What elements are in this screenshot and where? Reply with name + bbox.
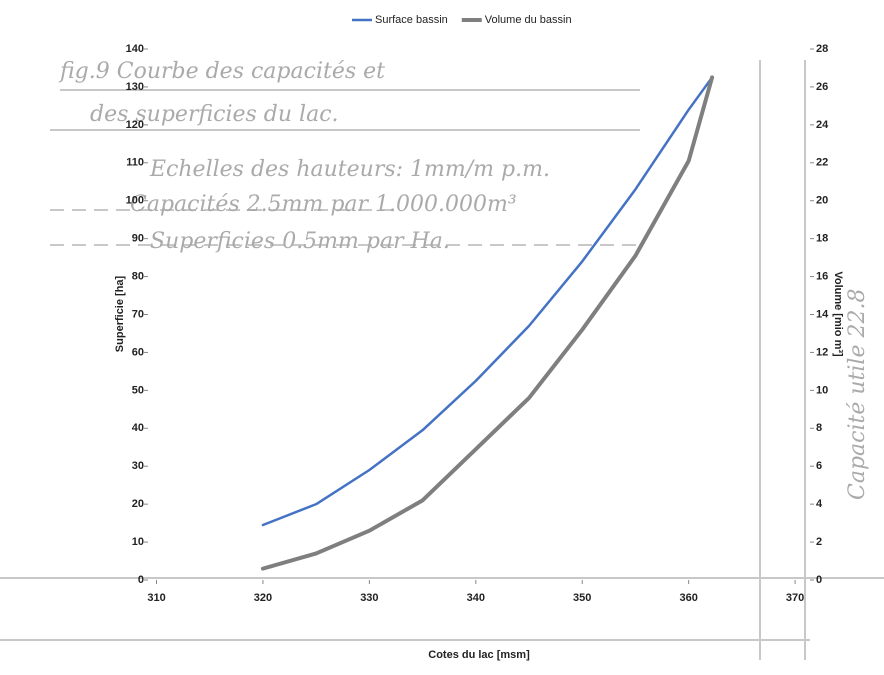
x-tick-label: 340 [467, 592, 485, 604]
y-axis-title: Superficie [ha] [114, 275, 126, 352]
x-tick-label: 330 [360, 592, 378, 604]
y2-tick-label: 24 [816, 119, 829, 131]
legend-label: Volume du bassin [485, 14, 572, 26]
legend-label: Surface bassin [375, 14, 448, 26]
y-tick-label: 140 [126, 43, 144, 55]
y-tick-label: 70 [132, 308, 144, 320]
series-line [261, 76, 714, 527]
y2-tick-label: 18 [816, 233, 828, 245]
y2-tick-label: 14 [816, 308, 829, 320]
annotation: des superficies du lac. [90, 102, 339, 127]
y2-tick-label: 28 [816, 43, 828, 55]
y2-tick-label: 10 [816, 384, 828, 396]
x-tick-label: 350 [573, 592, 591, 604]
annotation: Capacités 2.5mm par 1.000.000m³ [130, 192, 517, 217]
x-axis-title: Cotes du lac [msm] [428, 649, 530, 661]
y-tick-label: 110 [126, 157, 144, 169]
x-tick-label: 360 [679, 592, 697, 604]
x-tick-label: 310 [147, 592, 165, 604]
y-tick-label: 90 [132, 233, 144, 245]
y2-tick-label: 12 [816, 346, 828, 358]
annotation: Superficies 0.5mm par Ha. [150, 229, 450, 254]
y2-tick-label: 4 [816, 498, 823, 510]
x-tick-label: 320 [254, 592, 272, 604]
y-tick-label: 50 [132, 384, 144, 396]
y2-tick-label: 0 [816, 574, 822, 586]
annotation: Capacité utile 22.8 [845, 289, 870, 500]
y-tick-label: 10 [132, 536, 144, 548]
y2-axis-title: Volume [mio m³] [832, 271, 844, 357]
y-tick-label: 20 [132, 498, 144, 510]
y-tick-label: 80 [132, 270, 144, 282]
y-tick-label: 130 [126, 81, 144, 93]
y2-tick-label: 16 [816, 270, 828, 282]
y-tick-label: 120 [126, 119, 144, 131]
y-tick-label: 40 [132, 422, 144, 434]
annotation: fig.9 Courbe des capacités et [58, 59, 385, 84]
y2-tick-label: 20 [816, 195, 828, 207]
y-tick-label: 100 [126, 195, 144, 207]
y2-tick-label: 22 [816, 157, 828, 169]
annotation: Echelles des hauteurs: 1mm/m p.m. [149, 157, 550, 182]
series-line [260, 75, 715, 571]
x-tick-label: 370 [786, 592, 804, 604]
y2-tick-label: 2 [816, 536, 822, 548]
y-tick-label: 60 [132, 346, 144, 358]
scan-background [0, 60, 884, 660]
y-tick-label: 0 [138, 574, 144, 586]
y2-tick-label: 6 [816, 460, 822, 472]
y2-tick-label: 26 [816, 81, 828, 93]
y2-tick-label: 8 [816, 422, 822, 434]
y-tick-label: 30 [132, 460, 144, 472]
